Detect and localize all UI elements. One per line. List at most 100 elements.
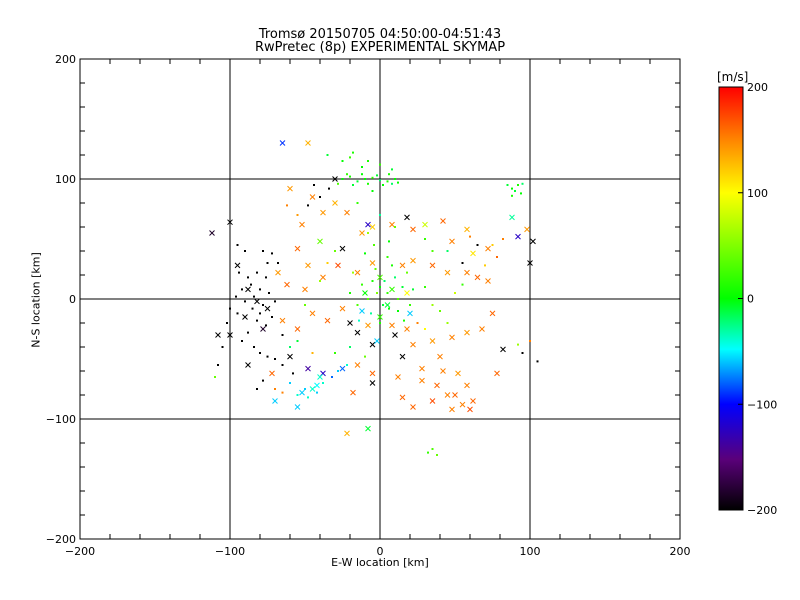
scatter-point-x [369, 224, 376, 230]
x-tick-label: 0 [377, 545, 384, 558]
scatter-point-x [429, 398, 436, 404]
scatter-point-x [444, 269, 451, 276]
chart-title-line1: Tromsø 20150705 04:50:00-04:51:43 [258, 27, 502, 42]
scatter-point-x [365, 221, 371, 228]
scatter-point-dot [262, 379, 264, 382]
scatter-point-dot [388, 173, 390, 176]
scatter-point-x [377, 314, 383, 320]
scatter-point-x [365, 425, 371, 432]
scatter-point-x [245, 362, 251, 368]
scatter-point-dot [370, 312, 372, 315]
scatter-point-dot [259, 288, 261, 291]
scatter-point-x [365, 322, 371, 329]
scatter-point-dot [376, 292, 378, 294]
scatter-point-x [309, 194, 316, 200]
scatter-point-dot [289, 346, 291, 348]
scatter-point-dot [250, 283, 252, 286]
scatter-point-x [410, 341, 416, 348]
scatter-point-x [449, 406, 455, 413]
scatter-point-x [245, 286, 251, 293]
scatter-point-x [369, 341, 376, 348]
scatter-point-dot [271, 316, 273, 318]
scatter-point-dot [326, 154, 329, 156]
scatter-point-dot [431, 304, 434, 306]
scatter-point-dot [313, 184, 315, 186]
scatter-point-x [374, 338, 380, 344]
scatter-point-x [347, 320, 353, 326]
scatter-point-dot [304, 388, 306, 390]
scatter-point-x [335, 262, 341, 269]
scatter-point-x [317, 374, 323, 380]
scatter-point-dot [431, 448, 434, 450]
scatter-point-dot [226, 322, 228, 324]
scatter-point-x [527, 260, 533, 266]
scatter-point-dot [266, 262, 269, 264]
scatter-point-x [369, 370, 376, 377]
scatter-point-dot [256, 271, 258, 274]
scatter-point-dot [367, 298, 369, 300]
scatter-point-dot [349, 175, 351, 178]
scatter-point-dot [322, 382, 324, 384]
scatter-point-x [354, 269, 361, 276]
scatter-point-dot [361, 166, 363, 168]
scatter-point-x [485, 278, 491, 284]
scatter-point-dot [307, 204, 309, 207]
scatter-point-x [320, 274, 326, 281]
scatter-point-x [407, 310, 413, 317]
scatter-point-x [530, 238, 536, 245]
scatter-point-dot [311, 352, 314, 354]
scatter-point-dot [341, 160, 344, 162]
scatter-point-x [254, 298, 260, 305]
scatter-point-dot [373, 244, 375, 246]
scatter-point-x [287, 353, 293, 360]
scatter-point-dot [388, 240, 390, 243]
scatter-point-dot [388, 307, 390, 310]
scatter-point-dot [383, 280, 386, 282]
scatter-point-dot [217, 364, 219, 366]
scatter-point-dot [326, 262, 329, 264]
scatter-point-dot [367, 232, 369, 234]
scatter-point-dot [431, 250, 434, 252]
scatter-point-x [449, 334, 455, 341]
scatter-point-x [452, 392, 458, 398]
scatter-point-x [275, 269, 281, 276]
scatter-point-dot [394, 178, 396, 180]
colorbar-unit-label: [m/s] [717, 70, 749, 84]
scatter-point-dot [274, 358, 276, 360]
scatter-point-dot [296, 394, 299, 396]
scatter-point-dot [379, 322, 381, 324]
scatter-point-x [464, 329, 470, 336]
scatter-point-dot [379, 163, 381, 166]
scatter-point-dot [361, 173, 363, 176]
scatter-point-dot [328, 187, 330, 190]
scatter-point-x [399, 353, 406, 360]
scatter-point-x [500, 346, 506, 353]
scatter-point-dot [244, 300, 246, 303]
scatter-point-dot [356, 202, 359, 204]
scatter-point-x [264, 305, 271, 312]
scatter-point-dot [319, 280, 321, 282]
scatter-point-dot [461, 262, 464, 264]
scatter-point-dot [406, 271, 408, 274]
scatter-point-dot [262, 304, 264, 306]
scatter-point-x [479, 326, 485, 332]
scatter-point-dot [259, 352, 261, 354]
scatter-point-x [389, 221, 395, 228]
scatter-point-dot [341, 178, 344, 180]
scatter-point-x [279, 317, 286, 324]
scatter-point-dot [247, 276, 249, 279]
scatter-point-x [434, 382, 440, 389]
scatter-point-dot [352, 271, 354, 274]
scatter-point-dot [376, 174, 378, 177]
scatter-point-x [389, 286, 395, 293]
scatter-point-dot [268, 292, 270, 294]
scatter-point-dot [352, 184, 354, 186]
scatter-point-x [437, 353, 443, 360]
scatter-point-dot [397, 310, 399, 312]
scatter-point-x [294, 326, 301, 332]
scatter-point-dot [386, 292, 389, 294]
scatter-point-dot [424, 328, 426, 330]
scatter-point-x [339, 365, 346, 372]
scatter-point-x [509, 214, 515, 221]
